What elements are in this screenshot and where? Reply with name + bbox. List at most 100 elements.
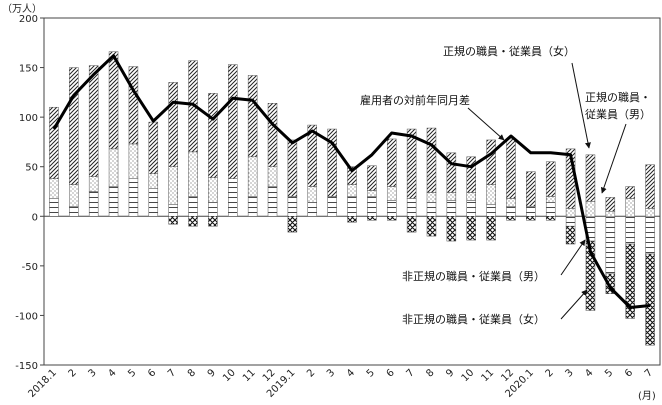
x-tick-label: 7	[643, 367, 655, 379]
bar-segment	[585, 154, 596, 202]
plot-area	[43, 17, 661, 366]
bar-segment	[228, 178, 238, 217]
bar-segment	[545, 196, 556, 203]
bar-segment	[526, 216, 536, 221]
x-tick-label: 9	[444, 367, 456, 379]
x-tick-label: 2	[67, 367, 79, 379]
x-unit-label: (月)	[638, 390, 656, 402]
bar-segment	[605, 197, 616, 212]
bar-segment	[148, 173, 159, 189]
bar-segment	[188, 196, 198, 217]
bar-segment	[208, 202, 218, 217]
bar-segment	[466, 216, 476, 241]
bar-segment	[188, 216, 198, 227]
bar-segment	[347, 166, 357, 185]
y-tick-label: 100	[19, 113, 38, 124]
bar-segment	[446, 200, 457, 217]
bar-segment	[585, 240, 596, 311]
bar-segment	[367, 216, 377, 221]
bar-segment	[486, 184, 496, 205]
x-tick-label: 2	[305, 367, 317, 379]
x-tick-label: 10	[221, 367, 238, 384]
bar-segment	[69, 67, 79, 185]
bar-segment	[406, 128, 417, 199]
bar-segment	[645, 208, 655, 217]
x-tick-label: 11	[479, 367, 496, 384]
x-tick-label: 5	[126, 367, 138, 379]
bar-segment	[367, 190, 377, 197]
arrow-employee-yoy	[467, 107, 505, 141]
bar-segment	[228, 64, 238, 179]
x-tick-label: 11	[241, 367, 258, 384]
bar-segment	[287, 216, 298, 233]
bar-segment	[645, 253, 655, 346]
bar-segment	[506, 138, 516, 199]
bar-segment	[49, 106, 59, 179]
bar-segment	[406, 198, 417, 217]
bar-segment	[128, 178, 139, 217]
y-tick-label: -150	[15, 361, 38, 372]
bar-segment	[287, 196, 298, 217]
bar-segment	[88, 191, 99, 217]
bar-segment	[426, 127, 437, 193]
bar-segment	[307, 186, 318, 203]
bar-segment	[466, 156, 476, 193]
x-tick-label: 6	[385, 367, 397, 379]
y-axis: -150 -100 -50 0 50 100 150 200	[15, 14, 44, 372]
x-tick-label: 4	[106, 367, 118, 379]
bar-segment	[49, 178, 59, 199]
bar-segment	[108, 148, 119, 187]
x-tick-label: 8	[186, 367, 198, 379]
bar-segment	[605, 273, 616, 294]
bar-segment	[545, 216, 556, 221]
x-tick-label: 7	[404, 367, 416, 379]
x-tick-label: 8	[424, 367, 436, 379]
bar-segment	[69, 184, 79, 207]
y-tick-label: -100	[15, 311, 38, 322]
bar-segment	[347, 216, 357, 223]
annotation-regular-male-1: 正規の職員・	[585, 90, 651, 104]
x-tick-label: 10	[460, 367, 477, 384]
bar-segment	[148, 188, 159, 217]
x-tick-label: 4	[583, 367, 595, 379]
bar-segment	[466, 192, 476, 201]
bar-segment	[545, 202, 556, 217]
bar-segment	[386, 216, 397, 221]
bar-segment	[625, 198, 635, 217]
x-tick-label: 3	[325, 367, 337, 379]
annotation-regular-female: 正規の職員・従業員（女）	[443, 44, 575, 58]
bar-segment	[645, 164, 655, 209]
bar-segment	[605, 216, 616, 275]
bar-segment	[347, 184, 357, 197]
y-tick-label: 50	[25, 163, 38, 174]
bar-segment	[247, 196, 258, 217]
bar-segment	[565, 208, 576, 217]
bar-segment	[605, 211, 616, 217]
arrow-nonregular-female	[560, 289, 588, 320]
bar-segment	[386, 200, 397, 217]
x-tick-label: 6	[623, 367, 635, 379]
bar-segment	[426, 202, 437, 217]
bar-segment	[486, 139, 496, 185]
bar-segment	[506, 206, 516, 217]
x-tick-label: 5	[365, 367, 377, 379]
bar-segment	[168, 166, 178, 205]
x-tick-label: 3	[563, 367, 575, 379]
bar-segment	[88, 65, 99, 177]
y-tick-label: 0	[32, 212, 38, 223]
bar-segment	[108, 186, 119, 217]
bar-segment	[565, 216, 576, 227]
bar-segment	[128, 143, 139, 179]
x-tick-label: 2018.1	[27, 367, 60, 400]
arrow-regular-female	[571, 62, 591, 149]
bar-segment	[307, 124, 318, 187]
bar-segment	[327, 128, 337, 197]
x-tick-label: 6	[146, 367, 158, 379]
bar-segment	[148, 121, 159, 174]
bar-segment	[188, 151, 198, 197]
bar-segment	[267, 166, 278, 187]
y-tick-label: 200	[19, 14, 38, 25]
bar-segment	[168, 82, 178, 167]
